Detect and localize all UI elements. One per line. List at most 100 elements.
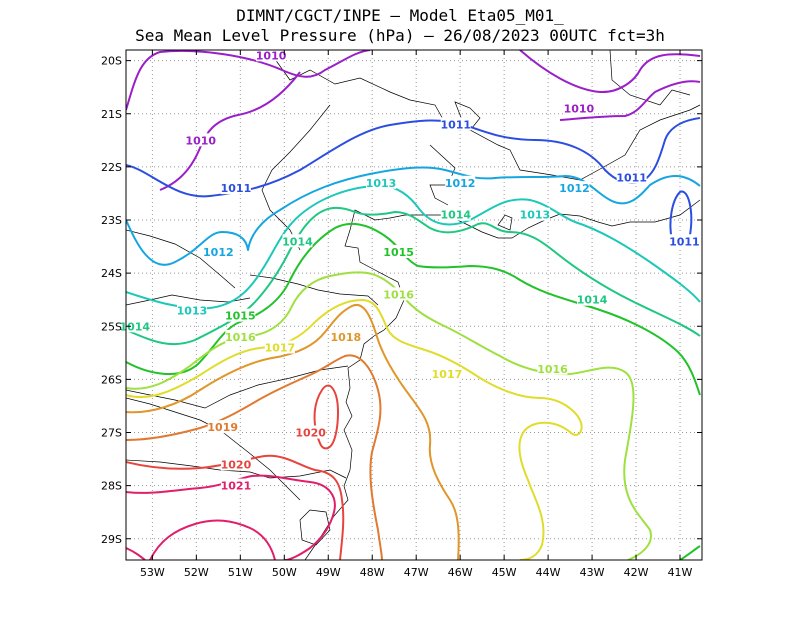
lat-tick-label: 20S — [101, 55, 122, 68]
lat-tick-label: 28S — [101, 480, 122, 493]
lon-tick-label: 52W — [184, 566, 209, 579]
isobar-label-bg — [220, 457, 251, 471]
lon-tick-label: 44W — [536, 566, 561, 579]
isobar-1020-loop — [313, 384, 339, 450]
isobar-label-bg — [225, 329, 256, 343]
lat-tick-label: 21S — [101, 108, 122, 121]
isobar-label-bg — [537, 361, 568, 375]
isobar-1010-west — [126, 50, 371, 111]
lat-tick-label: 23S — [101, 214, 122, 227]
isobar-label-bg — [185, 133, 216, 147]
figure-subtitle: Sea Mean Level Pressure (hPa) – 26/08/20… — [135, 26, 665, 45]
isobar-label-bg — [264, 340, 295, 354]
isobar-labels: 1010 1010 1010 1011 1011 1011 1011 1012 1012 1012… — [119, 48, 700, 493]
isobar-label-bg — [559, 181, 590, 195]
isobar-label-1020: 1020 — [295, 427, 326, 440]
state-border-es — [609, 50, 691, 106]
isobar-label-bg — [431, 367, 462, 381]
isobar-1014-main — [126, 206, 701, 346]
isobar-label-bg — [445, 175, 476, 189]
guanabara-bay — [497, 214, 513, 231]
isobar-label-bg — [383, 244, 414, 258]
rio-parana-border — [126, 229, 236, 289]
isobar-label-bg — [119, 319, 150, 333]
isobar-label-bg — [383, 287, 414, 301]
lon-tick-label: 43W — [580, 566, 605, 579]
isobar-label-bg — [207, 420, 238, 434]
isobar-label-1017: 1017 — [432, 368, 463, 381]
figure-title: DIMNT/CGCT/INPE – Model Eta05_M01_ — [236, 6, 564, 25]
lon-tick-label: 50W — [272, 566, 297, 579]
country-border-argentina — [126, 397, 301, 501]
isobar-1021-sw — [149, 519, 276, 560]
isobar-label-bg — [203, 244, 234, 258]
isobar-label-bg — [577, 292, 608, 306]
lat-tick-label: 26S — [101, 373, 122, 386]
state-border-rj — [429, 144, 456, 206]
isobar-label-bg — [519, 207, 550, 221]
isobar-1010-ne-b — [559, 80, 701, 121]
isobar-label-1016: 1016 — [537, 363, 568, 376]
isobar-label-1010: 1010 — [185, 134, 216, 147]
isobar-label-1013: 1013 — [177, 304, 208, 317]
isobar-label-1017: 1017 — [265, 342, 296, 355]
lat-tick-label: 27S — [101, 427, 122, 440]
lat-tick-label: 22S — [101, 161, 122, 174]
isobar-label-1013: 1013 — [520, 209, 551, 222]
isobar-label-1014: 1014 — [440, 209, 471, 222]
state-border-sc-rs — [126, 459, 347, 479]
isobar-label-bg — [440, 207, 471, 221]
lon-tick-label: 42W — [624, 566, 649, 579]
lon-tick-label: 51W — [228, 566, 253, 579]
coastline — [304, 199, 701, 560]
isobar-label-bg — [440, 117, 471, 131]
isobar-label-bg — [220, 478, 251, 492]
state-border-mg — [271, 54, 701, 181]
sepetiba-coast — [454, 101, 481, 129]
isobar-label-1014: 1014 — [282, 235, 313, 248]
isobar-label-bg — [220, 181, 251, 195]
isobar-1015-se — [679, 545, 701, 560]
isobar-label-1014: 1014 — [577, 294, 608, 307]
isobar-label-1014: 1014 — [119, 320, 150, 333]
isobar-label-bg — [616, 170, 647, 184]
isobar-label-bg — [225, 308, 256, 322]
isobar-1011-main — [126, 117, 701, 198]
lon-tick-label: 49W — [316, 566, 341, 579]
isobar-1021-main — [126, 474, 336, 560]
lon-tick-label: 48W — [360, 566, 385, 579]
state-border-ms-sp — [261, 104, 331, 251]
isobar-label-1016: 1016 — [383, 288, 414, 301]
isobar-1010-nw-loop — [159, 71, 301, 191]
isobar-label-bg — [176, 303, 207, 317]
isobar-label-1011: 1011 — [440, 118, 471, 131]
isobar-label-1015: 1015 — [225, 310, 256, 323]
lat-tick-label: 29S — [101, 533, 122, 546]
isobar-label-bg — [295, 425, 326, 439]
isobar-label-1013: 1013 — [366, 177, 397, 190]
state-border-sp-pr — [249, 274, 379, 306]
axis-ticks: 53W 52W 51W 50W 49W 48W 47W 46W 45W 44W 43W 42W 41W 2… — [101, 50, 702, 579]
lon-tick-label: 47W — [404, 566, 429, 579]
isobar-1022-corner — [126, 547, 146, 560]
isobar-label-1012: 1012 — [559, 182, 590, 195]
isobar-1018-main — [126, 303, 460, 560]
isobar-1020-south — [126, 454, 345, 560]
lon-tick-label: 46W — [448, 566, 473, 579]
isobar-layer — [126, 50, 701, 560]
isobar-label-1011: 1011 — [669, 235, 700, 248]
isobar-label-1020: 1020 — [221, 458, 252, 471]
isobar-label-1019: 1019 — [207, 421, 238, 434]
lat-lon-grid — [126, 50, 702, 560]
isobar-label-bg — [669, 234, 700, 248]
isobar-label-1010: 1010 — [564, 102, 595, 115]
lon-tick-label: 41W — [668, 566, 693, 579]
isobar-1013-main — [126, 185, 701, 310]
isobar-label-1012: 1012 — [445, 177, 476, 190]
isobar-1010-ne — [519, 50, 701, 94]
state-border-pr-sc — [126, 365, 349, 409]
isobar-label-bg — [563, 101, 594, 115]
isobar-label-1015: 1015 — [383, 246, 414, 259]
isobar-label-bg — [282, 234, 313, 248]
